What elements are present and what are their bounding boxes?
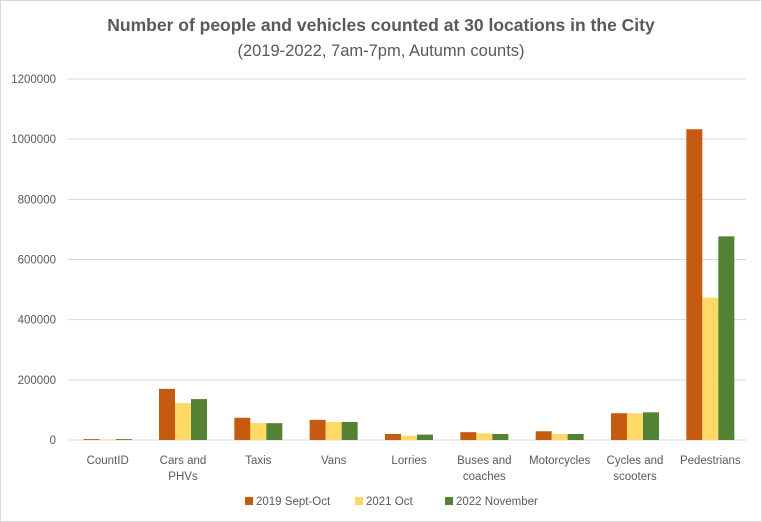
bar-2019-sept-oct — [686, 129, 703, 440]
bar-2022-november — [115, 439, 132, 440]
legend-label: 2022 November — [456, 496, 538, 508]
legend-label: 2021 Oct — [366, 496, 413, 508]
y-tick-label: 0 — [50, 435, 56, 447]
bar-2021-oct — [99, 439, 116, 440]
x-tick-label: Lorries — [391, 455, 426, 467]
bar-2019-sept-oct — [385, 433, 401, 440]
x-tick-label: Taxis — [245, 455, 271, 467]
x-tick-label: Pedestrians — [680, 455, 741, 467]
bar-2021-oct — [401, 435, 417, 440]
y-tick-label: 600000 — [18, 255, 56, 267]
x-tick-label: PHVs — [168, 471, 198, 483]
bar-2022-november — [341, 421, 358, 440]
x-tick-label: Cycles and — [607, 455, 664, 467]
bar-2019-sept-oct — [611, 413, 627, 440]
bar-2022-november — [492, 433, 509, 440]
bar-2022-november — [643, 412, 659, 440]
x-tick-label: Motorcycles — [529, 455, 591, 467]
bar-2019-sept-oct — [159, 388, 175, 440]
legend-swatch — [445, 497, 453, 505]
bar-2019-sept-oct — [234, 417, 251, 440]
y-tick-label: 200000 — [18, 375, 56, 387]
bar-2019-sept-oct — [535, 431, 552, 440]
x-tick-label: Cars and — [160, 455, 207, 467]
chart-title: Number of people and vehicles counted at… — [107, 15, 655, 35]
bar-2021-oct — [627, 413, 643, 440]
bar-2021-oct — [702, 297, 719, 440]
bar-2022-november — [266, 423, 283, 440]
legend-label: 2019 Sept-Oct — [256, 496, 331, 508]
bar-2021-oct — [175, 402, 191, 440]
bar-2022-november — [417, 434, 433, 440]
y-tick-label: 1200000 — [11, 74, 56, 86]
x-tick-label: CountID — [87, 455, 129, 467]
legend-swatch — [355, 497, 363, 505]
bar-2021-oct — [551, 433, 568, 440]
x-tick-label: scooters — [613, 471, 657, 483]
bar-2022-november — [718, 236, 735, 440]
y-tick-label: 400000 — [18, 315, 56, 327]
bar-2019-sept-oct — [83, 439, 100, 440]
x-tick-label: coaches — [463, 471, 506, 483]
bar-2022-november — [191, 399, 207, 440]
x-tick-label: Buses and — [457, 455, 511, 467]
bar-2021-oct — [476, 433, 493, 440]
chart-subtitle: (2019-2022, 7am-7pm, Autumn counts) — [237, 42, 524, 60]
x-tick-label: Vans — [321, 455, 347, 467]
bar-2021-oct — [250, 423, 267, 440]
bar-2021-oct — [325, 421, 342, 440]
y-tick-label: 1000000 — [11, 134, 56, 146]
legend-swatch — [245, 497, 253, 505]
y-tick-label: 800000 — [18, 194, 56, 206]
bar-2019-sept-oct — [460, 432, 477, 440]
bar-2022-november — [567, 433, 584, 440]
bar-2019-sept-oct — [309, 419, 326, 440]
